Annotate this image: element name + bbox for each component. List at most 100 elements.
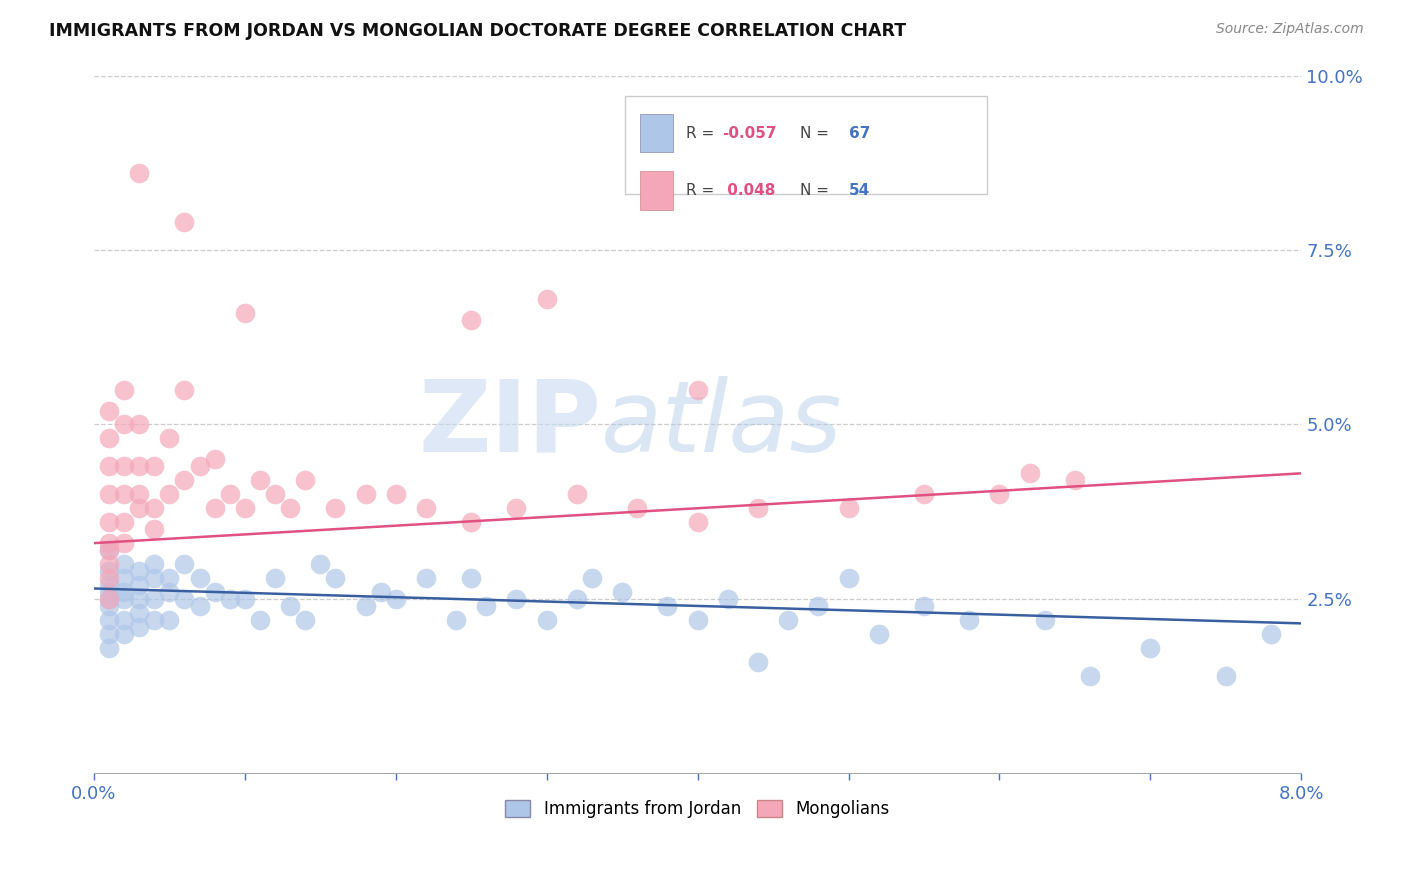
Point xyxy=(188,571,211,585)
Point xyxy=(460,571,482,585)
Point xyxy=(128,564,150,578)
Point xyxy=(294,473,316,487)
Point xyxy=(112,591,135,606)
Point xyxy=(460,313,482,327)
Point xyxy=(204,501,226,516)
Bar xyxy=(640,171,673,210)
Point xyxy=(128,166,150,180)
Point xyxy=(309,557,332,571)
Point xyxy=(249,473,271,487)
Point xyxy=(444,613,467,627)
Text: IMMIGRANTS FROM JORDAN VS MONGOLIAN DOCTORATE DEGREE CORRELATION CHART: IMMIGRANTS FROM JORDAN VS MONGOLIAN DOCT… xyxy=(49,22,907,40)
Point xyxy=(249,613,271,627)
Point xyxy=(747,501,769,516)
Point xyxy=(370,585,392,599)
Point xyxy=(98,403,121,417)
Point xyxy=(325,501,347,516)
Point xyxy=(128,501,150,516)
Text: R =: R = xyxy=(686,126,718,141)
Point xyxy=(294,613,316,627)
Point xyxy=(218,591,240,606)
Point xyxy=(143,571,166,585)
Text: atlas: atlas xyxy=(600,376,842,473)
Point xyxy=(157,585,180,599)
Point xyxy=(173,473,195,487)
Point xyxy=(868,627,890,641)
Text: 67: 67 xyxy=(848,126,870,141)
Point xyxy=(143,557,166,571)
Point xyxy=(173,557,195,571)
Point xyxy=(536,292,558,306)
Point xyxy=(610,585,633,599)
Bar xyxy=(640,114,673,153)
Point xyxy=(354,487,377,501)
Point xyxy=(747,655,769,669)
Point xyxy=(384,591,406,606)
Point xyxy=(1260,627,1282,641)
Point xyxy=(188,459,211,474)
Point xyxy=(686,515,709,529)
Point xyxy=(505,501,527,516)
Point xyxy=(581,571,603,585)
Point xyxy=(98,543,121,558)
Point xyxy=(415,571,437,585)
Point xyxy=(233,501,256,516)
Text: N =: N = xyxy=(800,126,830,141)
Point xyxy=(912,487,935,501)
Point xyxy=(657,599,679,613)
Point xyxy=(264,487,287,501)
Point xyxy=(173,215,195,229)
Point xyxy=(112,585,135,599)
Point xyxy=(112,613,135,627)
Text: Source: ZipAtlas.com: Source: ZipAtlas.com xyxy=(1216,22,1364,37)
Legend: Immigrants from Jordan, Mongolians: Immigrants from Jordan, Mongolians xyxy=(499,793,897,824)
Point xyxy=(157,432,180,446)
Point xyxy=(98,515,121,529)
Point xyxy=(98,487,121,501)
Point xyxy=(128,620,150,634)
Point xyxy=(264,571,287,585)
Point xyxy=(98,585,121,599)
Point xyxy=(98,543,121,558)
Point xyxy=(98,564,121,578)
Point xyxy=(112,459,135,474)
Point xyxy=(112,536,135,550)
Point xyxy=(98,599,121,613)
Point xyxy=(460,515,482,529)
Point xyxy=(98,578,121,592)
Point xyxy=(143,459,166,474)
Point xyxy=(1033,613,1056,627)
Point xyxy=(278,599,301,613)
Point xyxy=(143,591,166,606)
Point xyxy=(1018,467,1040,481)
Point xyxy=(1078,669,1101,683)
Point xyxy=(98,591,121,606)
Point xyxy=(98,640,121,655)
Point xyxy=(233,591,256,606)
Point xyxy=(98,432,121,446)
Point xyxy=(384,487,406,501)
Point xyxy=(112,383,135,397)
Point xyxy=(128,606,150,620)
Point xyxy=(157,487,180,501)
Point xyxy=(112,487,135,501)
Point xyxy=(128,487,150,501)
Point xyxy=(98,459,121,474)
Point xyxy=(957,613,980,627)
Point xyxy=(565,591,588,606)
Point xyxy=(565,487,588,501)
Text: R =: R = xyxy=(686,183,714,198)
Point xyxy=(143,522,166,536)
Point xyxy=(1064,473,1087,487)
Point xyxy=(98,557,121,571)
Point xyxy=(112,557,135,571)
Point xyxy=(278,501,301,516)
Point xyxy=(1139,640,1161,655)
Point xyxy=(837,501,859,516)
Point xyxy=(128,591,150,606)
Point xyxy=(204,452,226,467)
Point xyxy=(912,599,935,613)
Point xyxy=(112,571,135,585)
Point xyxy=(218,487,240,501)
Point xyxy=(128,578,150,592)
